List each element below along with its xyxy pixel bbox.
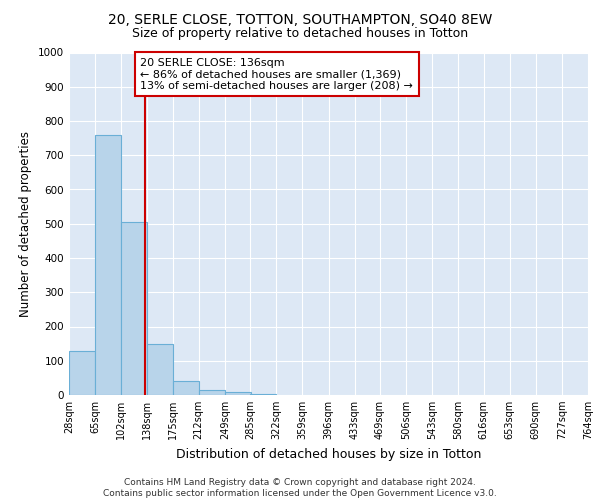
Bar [173,382,199,395]
Bar [146,344,173,395]
Bar [199,390,225,395]
Bar [69,351,95,395]
X-axis label: Distribution of detached houses by size in Totton: Distribution of detached houses by size … [176,448,481,460]
Bar [250,394,277,395]
Bar [225,392,251,395]
Text: 20, SERLE CLOSE, TOTTON, SOUTHAMPTON, SO40 8EW: 20, SERLE CLOSE, TOTTON, SOUTHAMPTON, SO… [108,12,492,26]
Text: Size of property relative to detached houses in Totton: Size of property relative to detached ho… [132,28,468,40]
Y-axis label: Number of detached properties: Number of detached properties [19,130,32,317]
Text: 20 SERLE CLOSE: 136sqm
← 86% of detached houses are smaller (1,369)
13% of semi-: 20 SERLE CLOSE: 136sqm ← 86% of detached… [140,58,413,91]
Bar [121,222,147,395]
Bar [95,134,121,395]
Text: Contains HM Land Registry data © Crown copyright and database right 2024.
Contai: Contains HM Land Registry data © Crown c… [103,478,497,498]
